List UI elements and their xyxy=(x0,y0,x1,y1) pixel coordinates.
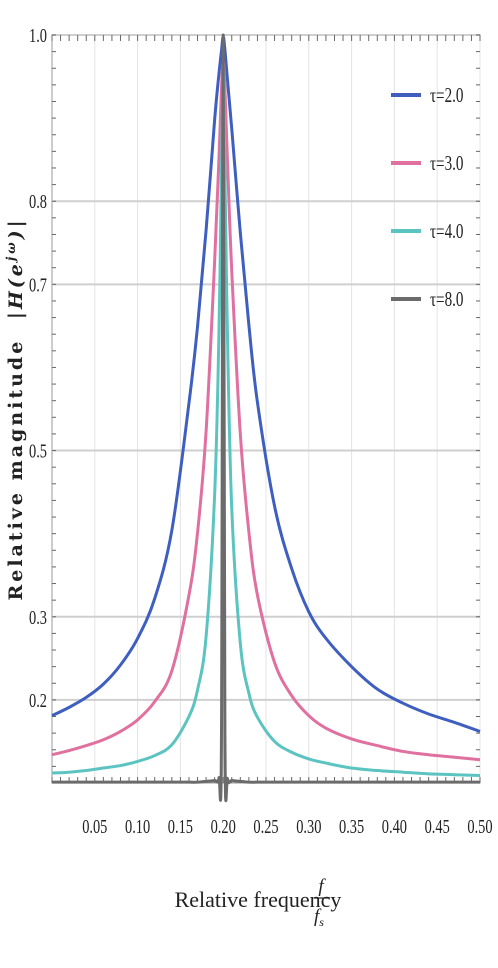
y-axis-title: Relative magnitude |H(ejω)| xyxy=(4,217,27,600)
series-lines xyxy=(51,33,481,803)
y-tick-label: 0.2 xyxy=(29,689,47,712)
y-tick-label: 0.7 xyxy=(29,273,47,296)
x-tick-labels: 0.05 0.10 0.15 0.20 0.25 0.30 0.35 0.40 0.45 0.50 xyxy=(82,815,493,838)
x-axis-title-text: Relative frequency xyxy=(175,887,342,912)
x-tick-label: 0.30 xyxy=(296,815,321,838)
series-line-1 xyxy=(51,35,481,733)
y-tick-label: 1.0 xyxy=(29,24,47,47)
y-tick-label: 0.8 xyxy=(29,190,47,213)
x-tick-label: 0.15 xyxy=(168,815,193,838)
x-tick-label: 0.50 xyxy=(467,815,492,838)
x-fraction-numerator: f xyxy=(318,876,326,897)
legend-label-2: τ=3.0 xyxy=(430,152,463,175)
legend-label-4: τ=8.0 xyxy=(430,288,463,311)
series-line-4 xyxy=(51,33,480,803)
legend-label-1: τ=2.0 xyxy=(430,84,463,107)
x-axis-title: Relative frequency f fs xyxy=(175,876,342,929)
x-fraction-denominator: fs xyxy=(314,906,324,929)
x-tick-label: 0.40 xyxy=(382,815,407,838)
x-tick-label: 0.05 xyxy=(82,815,107,838)
y-tick-labels: 0.2 0.3 0.5 0.7 0.8 1.0 xyxy=(29,24,47,712)
x-tick-label: 0.35 xyxy=(339,815,364,838)
x-tick-label: 0.25 xyxy=(253,815,278,838)
y-tick-label: 0.5 xyxy=(29,439,47,462)
y-tick-label: 0.3 xyxy=(29,605,47,628)
x-tick-label: 0.20 xyxy=(211,815,236,838)
legend: τ=2.0 τ=3.0 τ=4.0 τ=8.0 xyxy=(391,84,463,311)
legend-label-3: τ=4.0 xyxy=(430,220,463,243)
x-tick-label: 0.45 xyxy=(425,815,450,838)
x-tick-label: 0.10 xyxy=(125,815,150,838)
